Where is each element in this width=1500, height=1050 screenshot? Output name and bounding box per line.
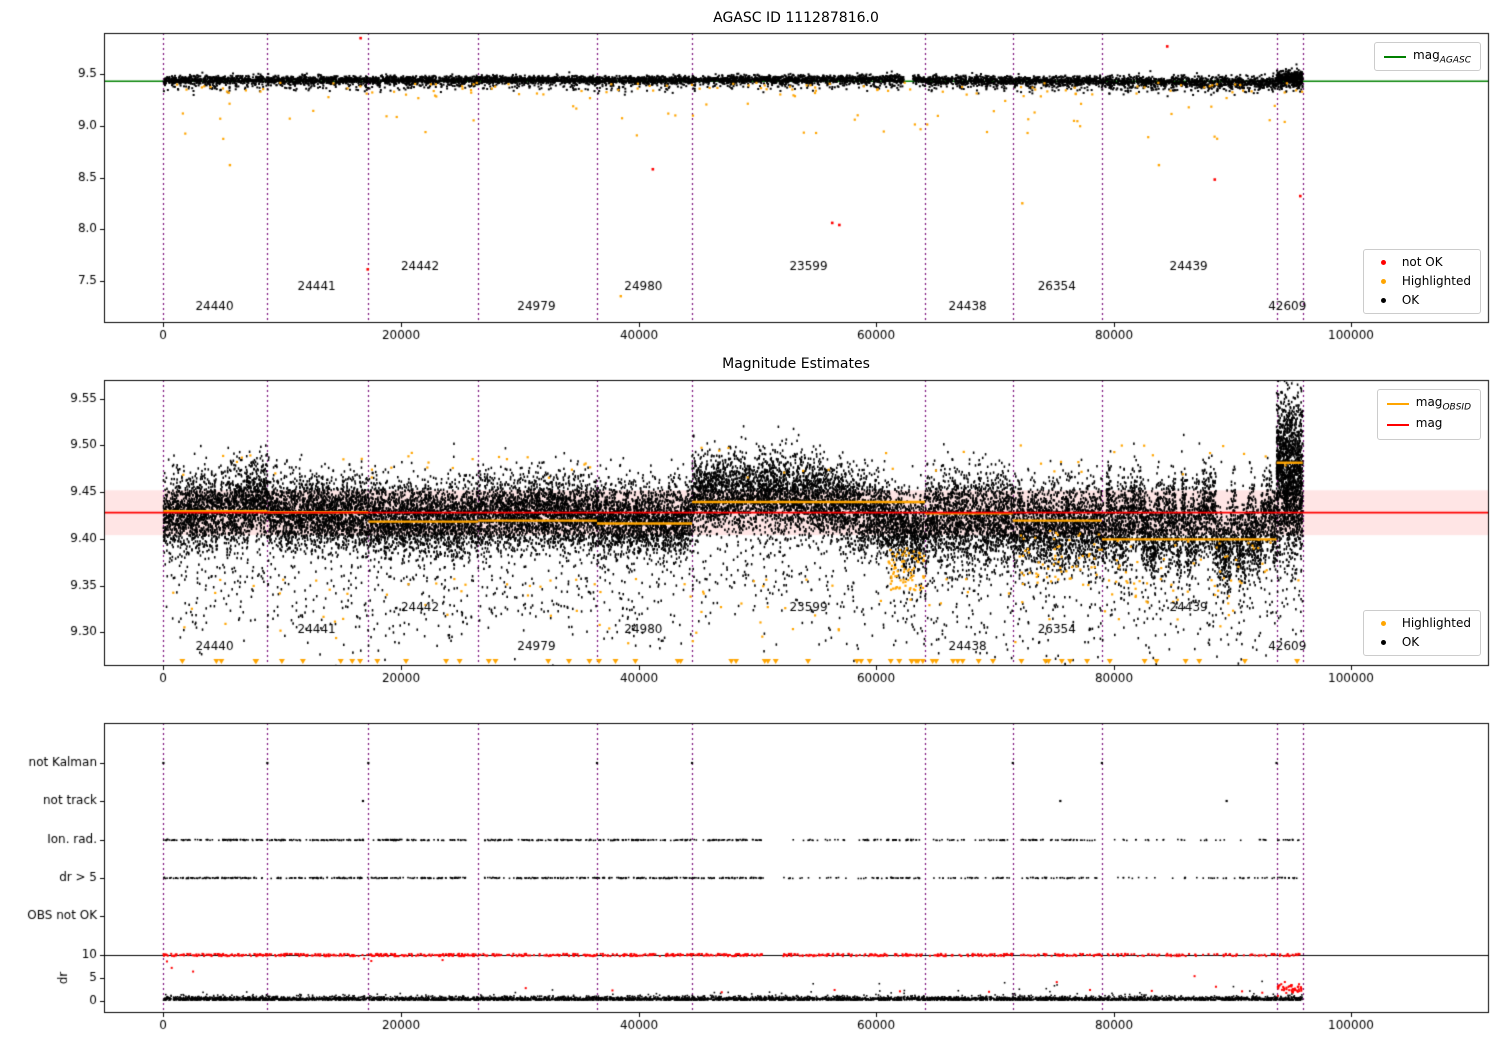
legend-item-mag: mag <box>1386 416 1471 433</box>
legend-item-highlighted: Highlighted <box>1373 274 1471 289</box>
legend-label-highlighted: Highlighted <box>1401 274 1471 288</box>
legend-label-mag-agasc: magAGASC <box>1413 48 1471 66</box>
agasc-magnitudes-plot-canvas <box>0 0 1500 350</box>
middle-plot-title: Magnitude Estimates <box>722 356 870 372</box>
legend-item-mag-agasc: magAGASC <box>1384 48 1471 65</box>
legend-label-mag-obsid: magOBSID <box>1415 395 1471 413</box>
highlighted-dot-swatch <box>1381 621 1387 626</box>
legend-label-ok: OK <box>1401 293 1420 307</box>
mag-line-swatch <box>1386 424 1409 427</box>
mag-agasc-line-swatch <box>1384 55 1407 58</box>
top-plot-title: AGASC ID 111287816.0 <box>713 10 879 26</box>
magnitude-estimates-plot-canvas <box>0 350 1500 690</box>
mag-obsid-line-swatch <box>1386 402 1409 405</box>
legend-mag-agasc: magAGASC <box>1374 42 1481 72</box>
legend-item-highlighted-mid: Highlighted <box>1373 616 1471 631</box>
ok-dot-swatch <box>1381 298 1387 303</box>
legend-label-mag: mag <box>1415 416 1443 431</box>
legend-label-highlighted-mid: Highlighted <box>1401 616 1471 630</box>
legend-top-point-categories: not OK Highlighted OK <box>1362 249 1481 314</box>
highlighted-dot-swatch <box>1381 279 1387 284</box>
legend-label-not-ok: not OK <box>1401 255 1443 269</box>
flags-and-dr-plot-canvas <box>0 690 1500 1050</box>
ok-dot-swatch <box>1381 640 1387 645</box>
legend-mid-point-categories: Highlighted OK <box>1362 610 1481 656</box>
not-ok-dot-swatch <box>1381 260 1387 265</box>
legend-item-mag-obsid: magOBSID <box>1386 395 1471 413</box>
legend-mid-lines: magOBSID mag <box>1376 389 1481 440</box>
legend-item-ok: OK <box>1373 293 1471 308</box>
legend-item-ok-mid: OK <box>1373 635 1471 650</box>
legend-label-ok-mid: OK <box>1401 635 1420 649</box>
legend-item-not-ok: not OK <box>1373 255 1471 270</box>
